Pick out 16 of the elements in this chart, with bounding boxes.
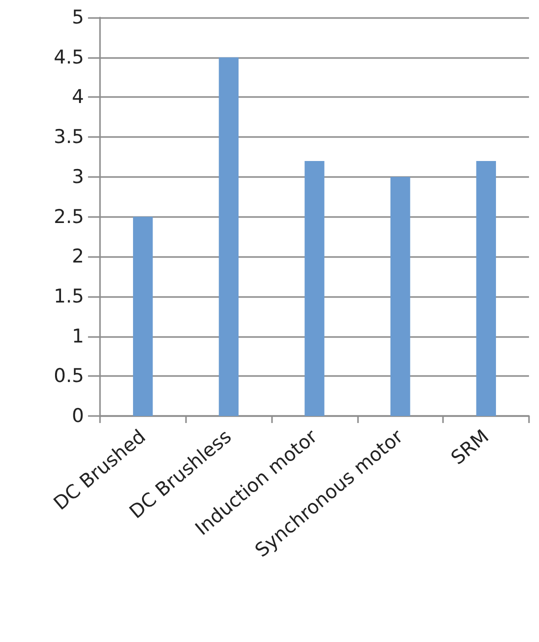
y-tick-label: 2 (72, 246, 84, 268)
bar (390, 176, 410, 416)
y-tick-label: 3.5 (54, 126, 84, 148)
y-tick-label: 4 (72, 86, 84, 108)
y-tick-label: 2.5 (54, 206, 84, 228)
y-tick-label: 1.5 (54, 285, 84, 308)
bar (476, 160, 496, 416)
y-tick-label: 3 (72, 166, 84, 188)
y-tick-label: 5 (72, 6, 84, 28)
bar (218, 57, 239, 416)
y-tick-label: 0 (72, 405, 84, 427)
y-tick-label: 4.5 (54, 46, 84, 68)
bar (133, 216, 153, 416)
bar (304, 160, 324, 416)
y-tick-label: 0.5 (54, 365, 84, 388)
y-tick-label: 1 (72, 325, 84, 348)
